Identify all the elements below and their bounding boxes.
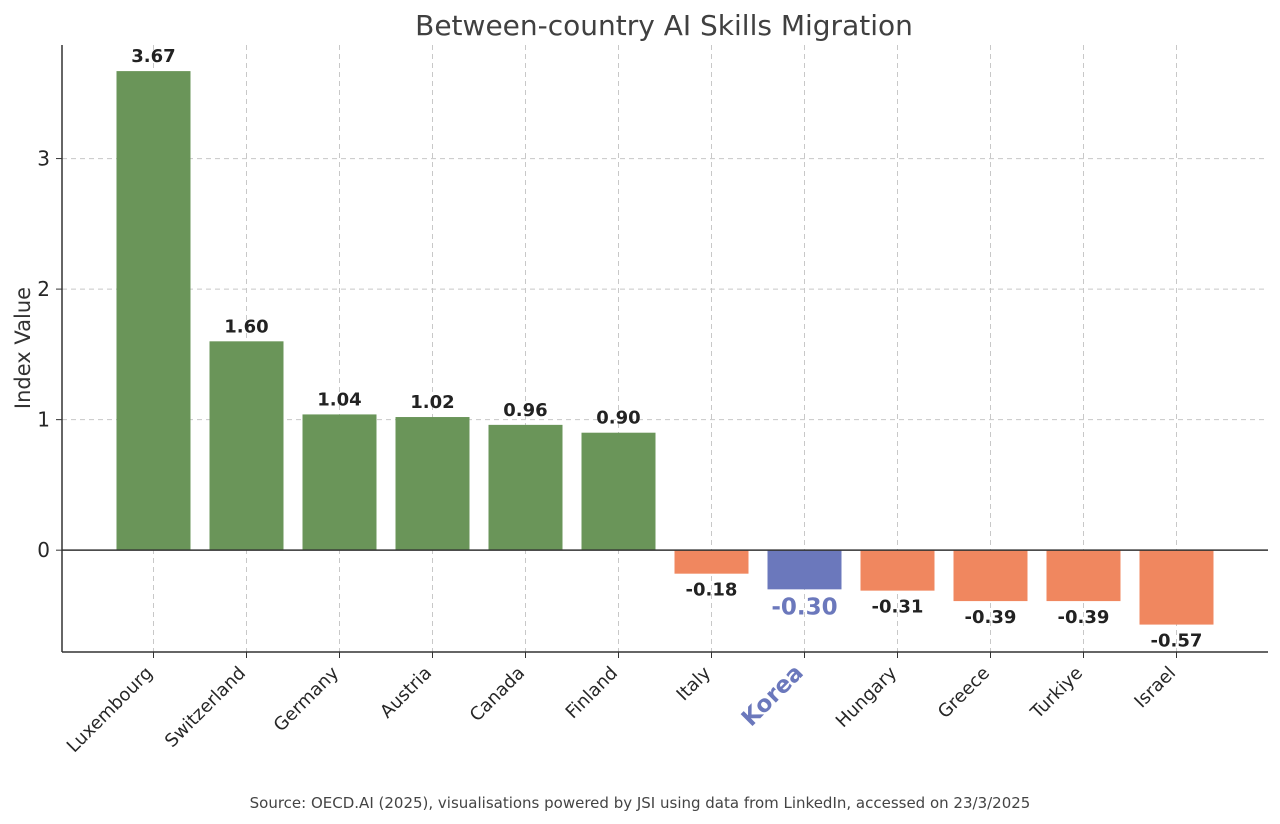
bar-italy	[674, 550, 749, 574]
data-label-israel: -0.57	[1151, 631, 1203, 652]
bar-turkiye	[1046, 550, 1121, 602]
bar-korea	[767, 550, 842, 590]
y-tick-label: 0	[37, 538, 50, 562]
x-tick-label-korea: Korea	[737, 660, 809, 732]
data-label-germany: 1.04	[317, 389, 361, 410]
data-label-luxembourg: 3.67	[131, 46, 175, 67]
bar-hungary	[860, 550, 935, 591]
bars	[116, 71, 1214, 625]
data-labels: 3.67 1.60 1.04 1.02 0.96 0.90 -0.18 -0.30 -0.31 -…	[131, 46, 1202, 651]
bar-switzerland	[209, 341, 284, 551]
axes	[61, 45, 1268, 653]
source-note: Source: OECD.AI (2025), visualisations p…	[250, 794, 1031, 812]
x-ticks: Luxembourg Switzerland Germany Austria Canad…	[63, 652, 1180, 757]
y-axis-label: Index Value	[11, 287, 35, 409]
x-tick-label-israel: Israel	[1130, 663, 1180, 713]
x-tick-label-finland: Finland	[562, 663, 622, 723]
x-tick-label-turkiye: Turkiye	[1026, 663, 1087, 724]
x-tick-label-austria: Austria	[376, 663, 436, 723]
x-tick-label-hungary: Hungary	[832, 662, 901, 731]
chart-title: Between-country AI Skills Migration	[415, 9, 913, 42]
data-label-finland: 0.90	[596, 408, 640, 429]
data-label-greece: -0.39	[965, 607, 1017, 628]
data-label-korea: -0.30	[771, 594, 837, 620]
y-ticks: 0 1 2 3	[37, 147, 62, 562]
bar-canada	[488, 424, 563, 551]
bar-greece	[953, 550, 1028, 602]
y-tick-label: 3	[37, 147, 50, 171]
data-label-italy: -0.18	[686, 580, 738, 601]
x-tick-label-greece: Greece	[934, 663, 994, 723]
x-tick-label-germany: Germany	[270, 662, 344, 736]
bar-germany	[302, 414, 377, 551]
data-label-turkiye: -0.39	[1058, 607, 1110, 628]
data-label-canada: 0.96	[503, 400, 547, 421]
y-tick-label: 1	[37, 408, 50, 432]
x-tick-label-switzerland: Switzerland	[161, 663, 250, 752]
x-tick-label-luxembourg: Luxembourg	[63, 663, 157, 757]
data-label-hungary: -0.31	[872, 597, 924, 618]
bar-austria	[395, 417, 470, 551]
x-tick-label-canada: Canada	[466, 663, 529, 726]
y-tick-label: 2	[37, 277, 50, 301]
x-tick-label-italy: Italy	[673, 662, 716, 705]
bar-finland	[581, 432, 656, 551]
bar-israel	[1139, 550, 1214, 625]
data-label-austria: 1.02	[410, 392, 454, 413]
data-label-switzerland: 1.60	[224, 316, 268, 337]
bar-luxembourg	[116, 71, 191, 551]
